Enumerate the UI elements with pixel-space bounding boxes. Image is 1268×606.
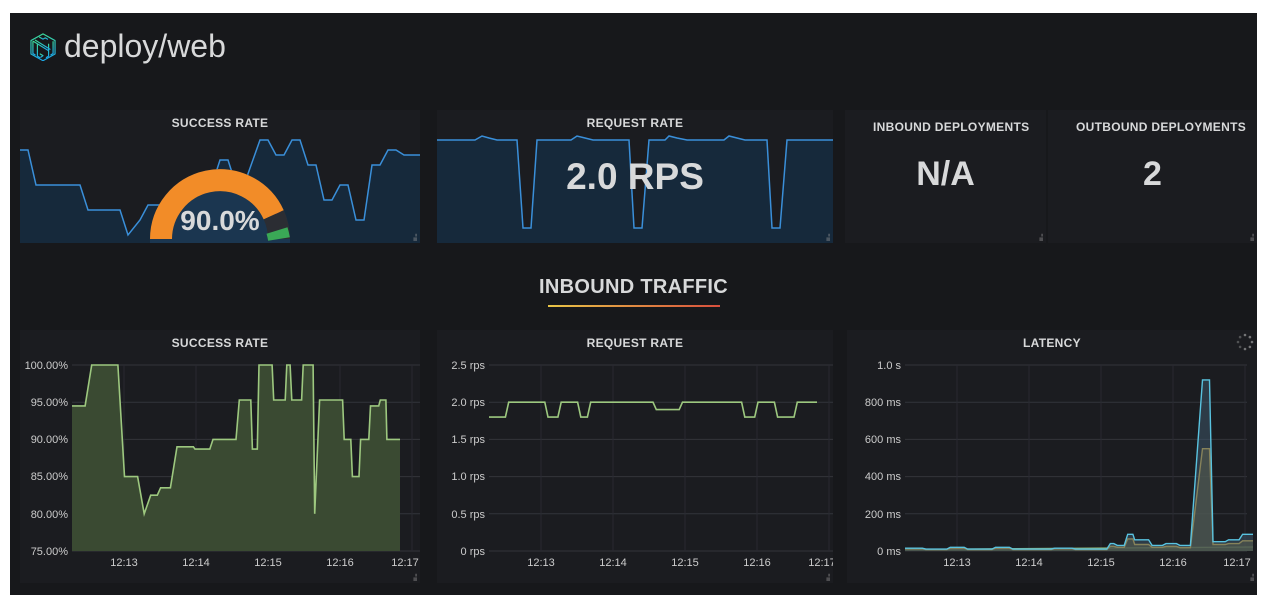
svg-text:90.0%: 90.0% (180, 205, 259, 236)
svg-text:12:16: 12:16 (1159, 557, 1187, 569)
svg-text:0 ms: 0 ms (877, 546, 901, 558)
svg-text:2.5 rps: 2.5 rps (451, 360, 485, 372)
svg-text:12:16: 12:16 (743, 557, 771, 569)
svg-text:1.5 rps: 1.5 rps (451, 434, 485, 446)
svg-text:1.0 rps: 1.0 rps (451, 471, 485, 483)
svg-text:80.00%: 80.00% (31, 509, 69, 521)
svg-text:400 ms: 400 ms (865, 471, 902, 483)
svg-text:12:17: 12:17 (391, 557, 419, 569)
svg-text:95.00%: 95.00% (31, 397, 69, 409)
svg-text:1.0 s: 1.0 s (877, 360, 901, 372)
svg-text:2.0 rps: 2.0 rps (451, 397, 485, 409)
svg-text:800 ms: 800 ms (865, 397, 902, 409)
svg-text:12:14: 12:14 (1015, 557, 1043, 569)
svg-text:12:15: 12:15 (671, 557, 699, 569)
svg-text:12:15: 12:15 (1087, 557, 1115, 569)
svg-text:12:13: 12:13 (110, 557, 138, 569)
svg-text:12:13: 12:13 (943, 557, 971, 569)
svg-text:12:16: 12:16 (326, 557, 354, 569)
svg-text:100.00%: 100.00% (25, 360, 69, 372)
svg-text:90.00%: 90.00% (31, 434, 69, 446)
svg-text:12:14: 12:14 (182, 557, 210, 569)
svg-text:12:14: 12:14 (599, 557, 627, 569)
svg-text:600 ms: 600 ms (865, 434, 902, 446)
svg-text:200 ms: 200 ms (865, 509, 902, 521)
svg-text:12:15: 12:15 (254, 557, 282, 569)
svg-text:85.00%: 85.00% (31, 471, 69, 483)
svg-text:12:17: 12:17 (808, 557, 833, 569)
svg-text:75.00%: 75.00% (31, 546, 69, 558)
svg-text:12:17: 12:17 (1223, 557, 1251, 569)
svg-text:0 rps: 0 rps (461, 546, 486, 558)
svg-text:0.5 rps: 0.5 rps (451, 509, 485, 521)
svg-text:12:13: 12:13 (527, 557, 555, 569)
